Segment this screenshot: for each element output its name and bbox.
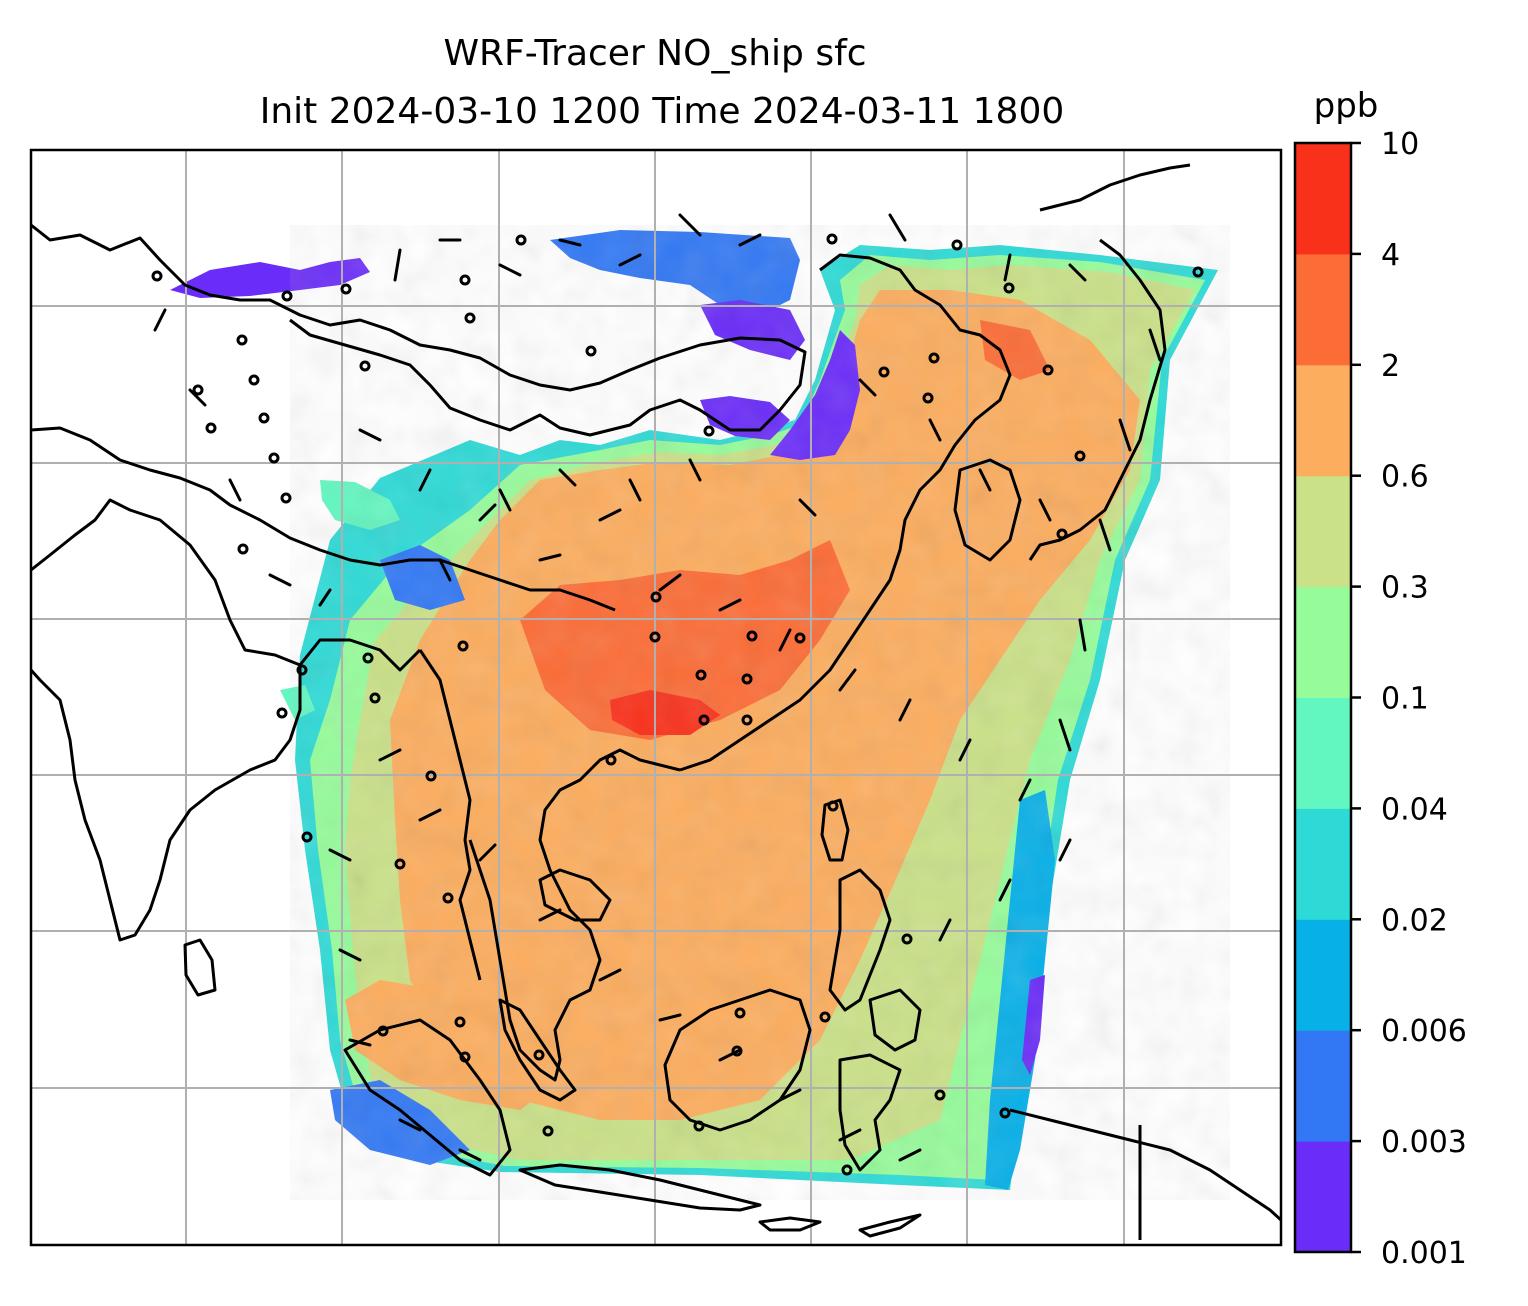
- coast-india: [31, 498, 302, 942]
- colorbar-swatch: [1295, 586, 1351, 698]
- colorbar-tick-label: 0.001: [1381, 1236, 1467, 1271]
- colorbar-swatch: [1295, 143, 1351, 255]
- coast-malaysia: [498, 998, 577, 1102]
- coast-newguinea: [1009, 1108, 1281, 1222]
- colorbar-tick-label: 10: [1381, 127, 1419, 162]
- coastlines: [31, 163, 1281, 1240]
- coast-japan: [1028, 238, 1167, 561]
- map-panel: [31, 150, 1281, 1245]
- colorbar-tick-label: 0.003: [1381, 1125, 1467, 1160]
- colorbar-tick-label: 0.6: [1381, 460, 1429, 495]
- coast-indochina: [468, 748, 681, 1082]
- colorbar-swatch: [1295, 808, 1351, 920]
- tracer-concentration-field: [170, 225, 1230, 1200]
- colorbar-tick-label: 0.006: [1381, 1014, 1467, 1049]
- calm-markers: [151, 233, 1204, 1176]
- coast-sakhalin: [1039, 163, 1191, 212]
- colorbar-swatch: [1295, 919, 1351, 1031]
- map-frame: [29, 148, 1283, 1247]
- wind-barbs: [153, 213, 1162, 1162]
- colorbar: ppb 0.001 0.003 0.006 0.02 0.04 0.1 0.3 0.6 2 4 10: [1293, 86, 1467, 1271]
- coast-burma: [418, 649, 482, 981]
- coast-gulf-thailand: [538, 868, 612, 922]
- coast-srilanka: [183, 938, 217, 997]
- coast-philippines: [828, 868, 892, 1012]
- coast-borneo: [663, 988, 812, 1132]
- colorbar-swatch: [1295, 475, 1351, 588]
- colorbar-tick-label: 0.02: [1381, 903, 1448, 938]
- coast-java: [518, 1163, 762, 1212]
- colorbar-swatch: [1295, 253, 1351, 366]
- coast-sulawesi: [838, 1053, 902, 1172]
- border-north: [31, 223, 807, 437]
- colorbar-swatch: [1295, 697, 1351, 809]
- coast-lesser-sunda: [758, 1216, 822, 1232]
- colorbar-swatch: [1295, 1030, 1351, 1142]
- coast-bangladesh: [298, 638, 422, 672]
- coast-taiwan: [820, 798, 850, 862]
- figure-title-line1: WRF-Tracer NO_ship sfc: [443, 33, 866, 74]
- figure-title-line2: Init 2024-03-10 1200 Time 2024-03-11 180…: [260, 91, 1065, 132]
- colorbar-swatch: [1295, 1141, 1351, 1253]
- gridlines: [31, 150, 1281, 1245]
- colorbar-swatch: [1295, 364, 1351, 477]
- coast-korea: [953, 458, 1022, 562]
- coast-china-east: [679, 253, 1012, 772]
- colorbar-ticks: 0.001 0.003 0.006 0.02 0.04 0.1 0.3 0.6 2 4 10: [1351, 127, 1467, 1271]
- colorbar-swatches: [1295, 143, 1351, 1253]
- colorbar-tick-label: 4: [1381, 238, 1400, 273]
- colorbar-tick-label: 0.04: [1381, 792, 1448, 827]
- colorbar-tick-label: 2: [1381, 349, 1400, 384]
- coast-timor: [858, 1213, 922, 1238]
- colorbar-tick-label: 0.3: [1381, 571, 1429, 606]
- colorbar-unit-label: ppb: [1314, 86, 1379, 126]
- coast-philippines-south: [868, 988, 922, 1052]
- border-tibet: [31, 426, 616, 612]
- colorbar-tick-label: 0.1: [1381, 682, 1429, 717]
- coast-sumatra: [343, 1018, 512, 1177]
